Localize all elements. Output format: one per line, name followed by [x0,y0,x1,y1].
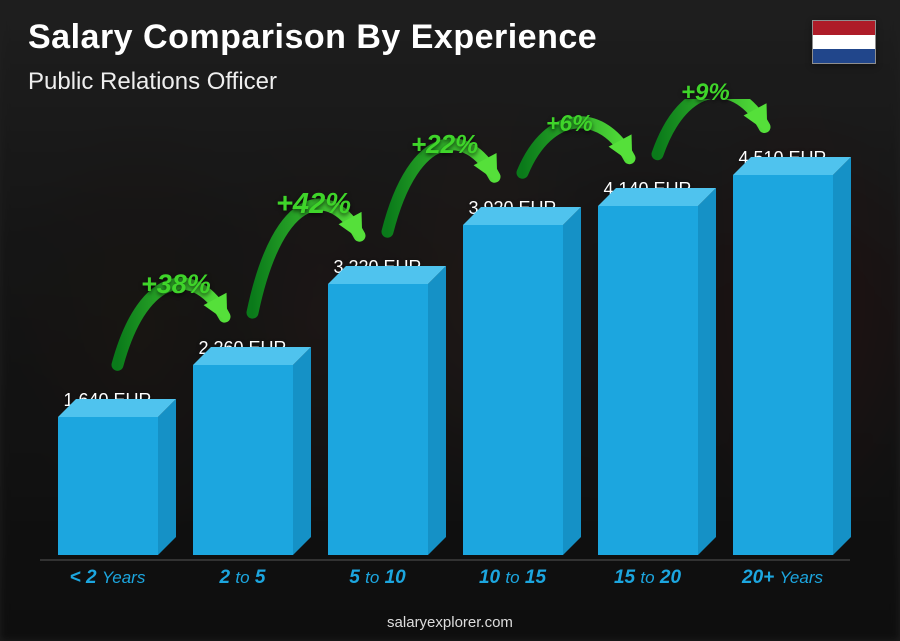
bar-3d [463,225,563,555]
x-axis-label: 5 to 10 [318,561,438,589]
chart-title: Salary Comparison By Experience [28,18,597,57]
bar-slot: 3,220 EUR [318,257,438,555]
bar-3d [598,206,698,555]
bar-top-face [193,347,311,365]
bar-front-face [58,417,158,555]
bars-container: 1,640 EUR2,260 EUR3,220 EUR3,920 EUR4,14… [40,99,850,555]
increase-pct-label: +22% [411,129,478,160]
bar-side-face [158,399,176,555]
increase-pct-label: +9% [681,79,730,107]
footer-credit: salaryexplorer.com [0,614,900,631]
bar-front-face [733,175,833,555]
bar-side-face [563,207,581,555]
x-axis-label: 2 to 5 [183,561,303,589]
bar-slot: 3,920 EUR [453,198,573,555]
x-axis-label: < 2 Years [48,561,168,589]
flag-stripe-top [813,21,875,35]
bar-front-face [463,225,563,555]
bar-chart: 1,640 EUR2,260 EUR3,220 EUR3,920 EUR4,14… [40,99,850,589]
increase-pct-label: +6% [546,110,593,137]
x-axis: < 2 Years 2 to 5 5 to 10 10 to 15 15 to 20 20… [40,559,850,589]
bar-top-face [58,399,176,417]
bar-top-face [463,207,581,225]
bar-slot: 4,140 EUR [588,179,708,555]
bar-side-face [428,266,446,555]
bar-slot: 1,640 EUR [48,390,168,555]
increase-pct-label: +42% [276,188,351,221]
x-axis-label: 10 to 15 [453,561,573,589]
bar-top-face [733,157,851,175]
increase-pct-label: +38% [141,269,211,300]
bar-top-face [328,266,446,284]
bar-3d [193,365,293,555]
x-axis-label: 20+ Years [723,561,843,589]
flag-stripe-mid [813,35,875,49]
bar-side-face [293,347,311,555]
flag-netherlands [812,20,876,64]
bar-3d [733,175,833,555]
infographic-stage: Salary Comparison By Experience Public R… [0,0,900,641]
bar-slot: 2,260 EUR [183,338,303,555]
bar-3d [58,417,158,555]
bar-top-face [598,188,716,206]
flag-stripe-bot [813,49,875,63]
chart-subtitle: Public Relations Officer [28,68,277,96]
x-axis-label: 15 to 20 [588,561,708,589]
bar-side-face [698,188,716,555]
bar-front-face [193,365,293,555]
bar-front-face [328,284,428,555]
bar-side-face [833,157,851,555]
bar-slot: 4,510 EUR [723,148,843,555]
bar-3d [328,284,428,555]
bar-front-face [598,206,698,555]
